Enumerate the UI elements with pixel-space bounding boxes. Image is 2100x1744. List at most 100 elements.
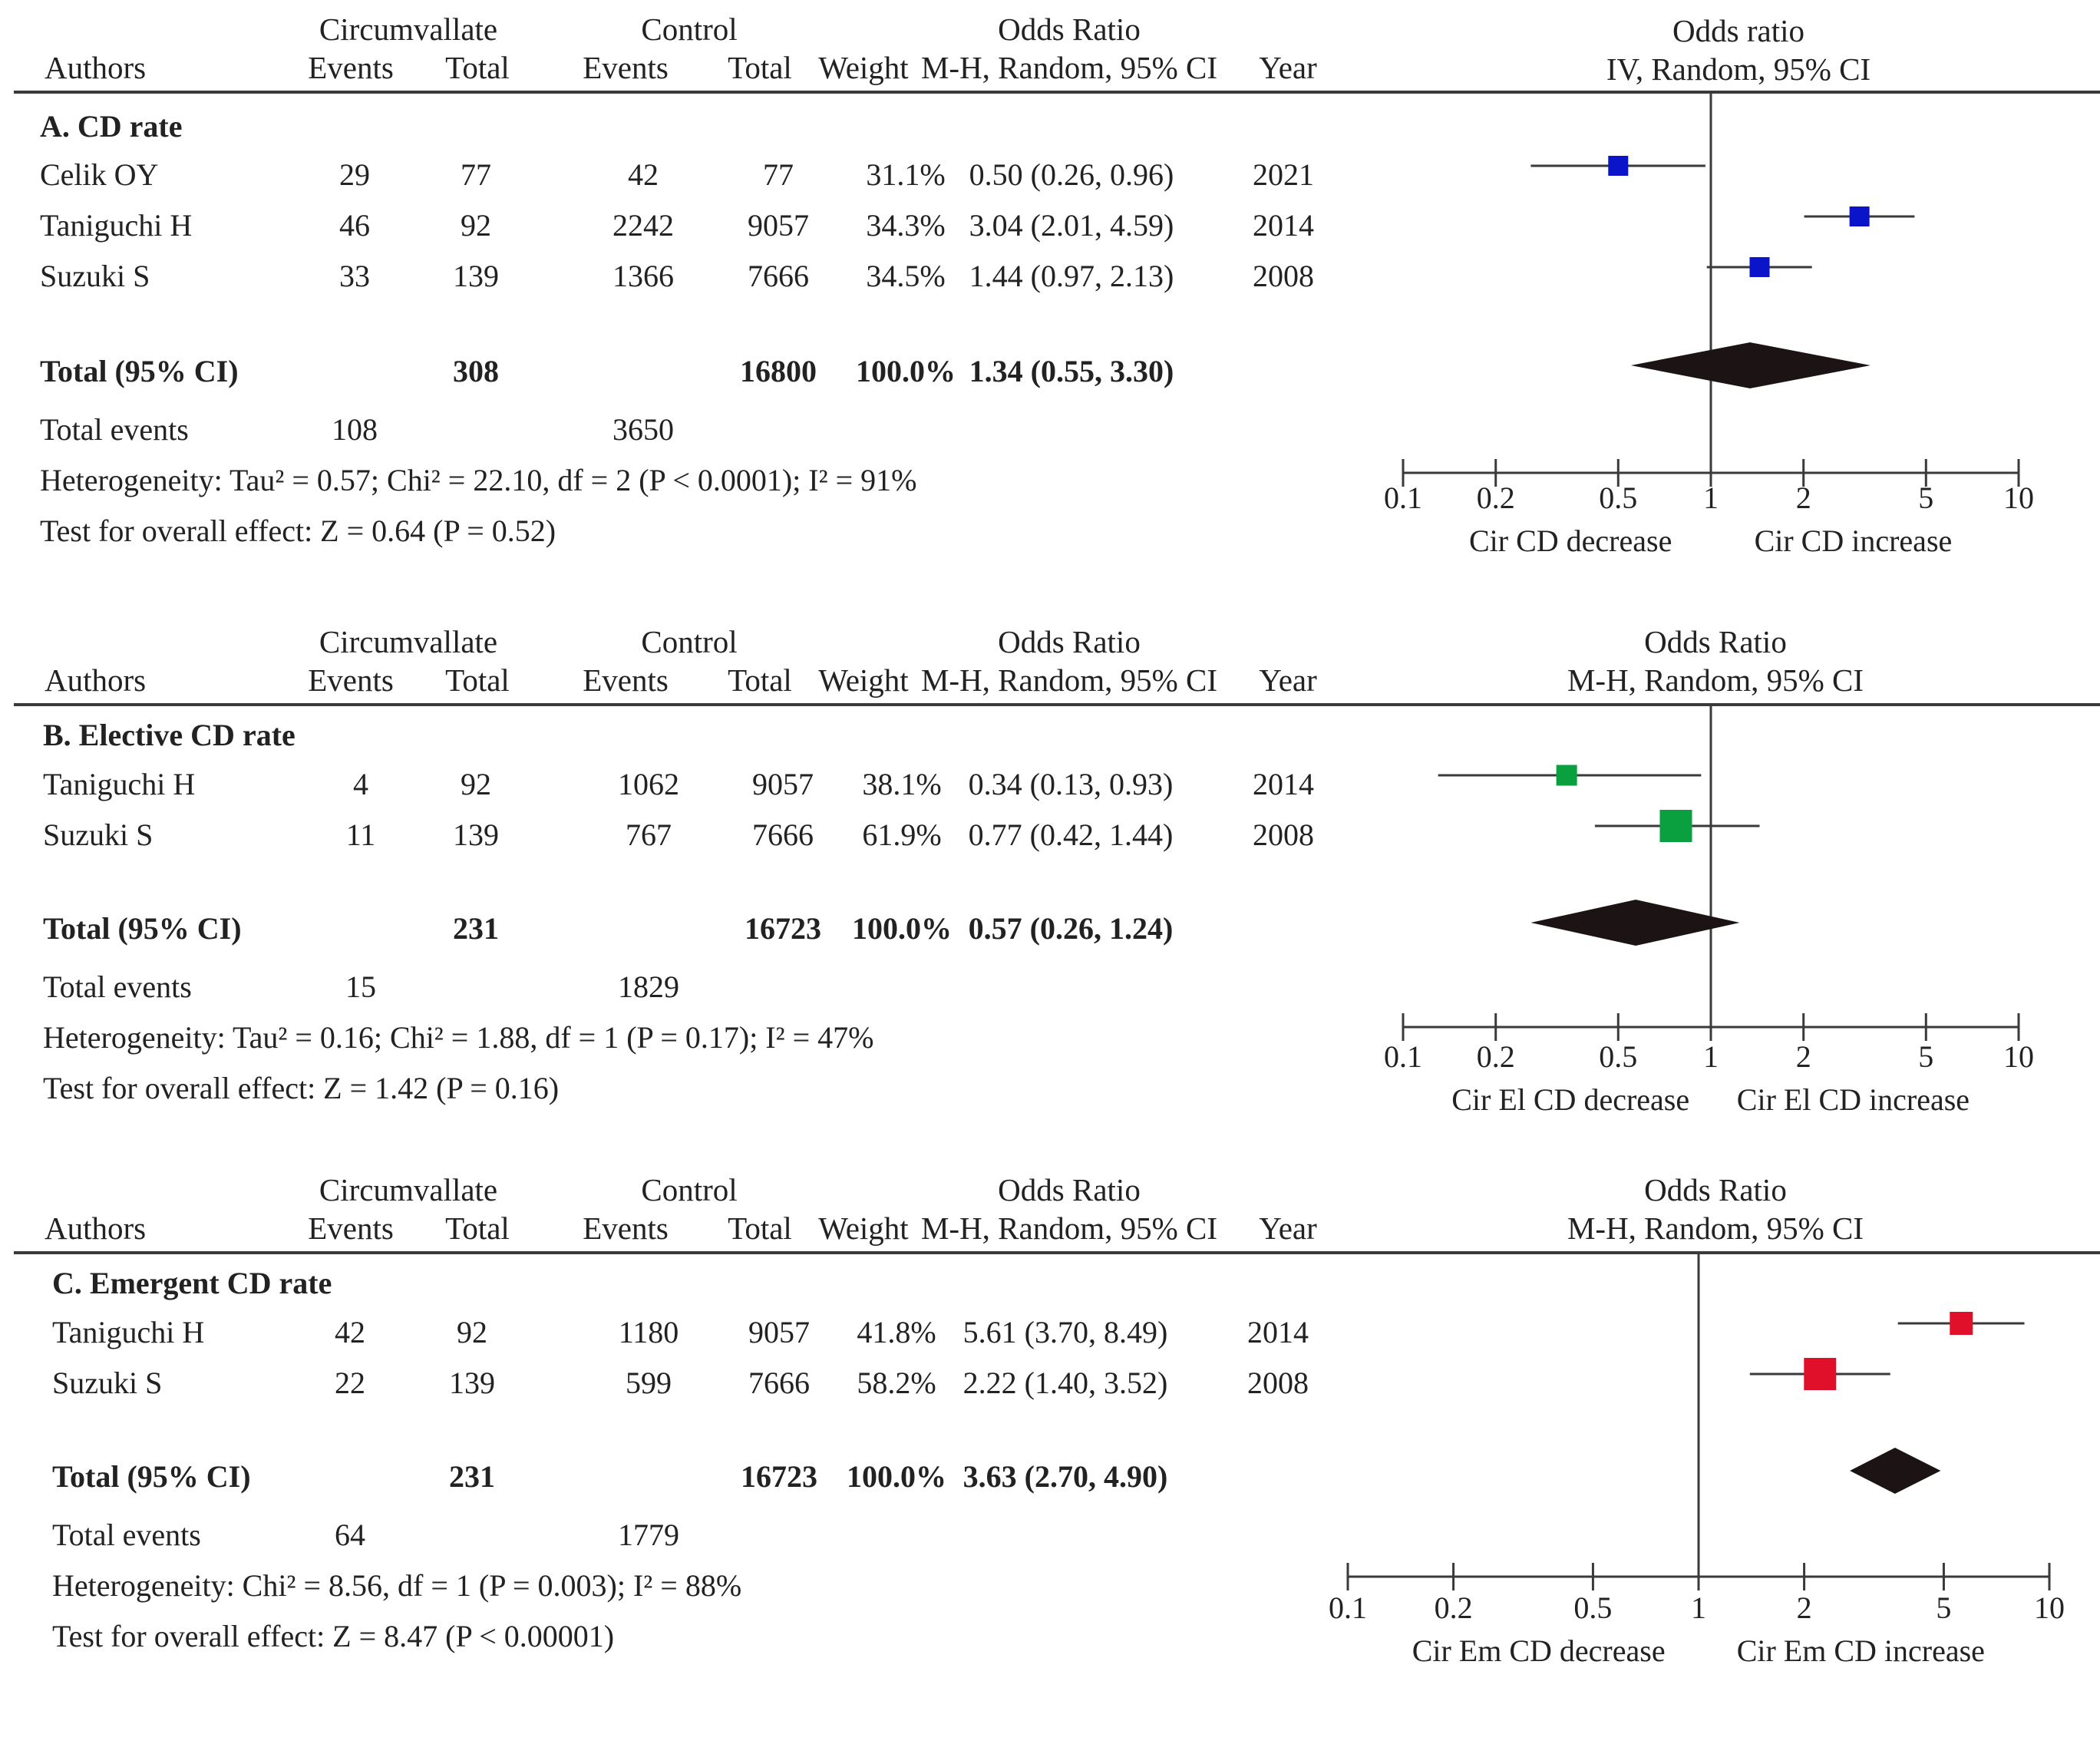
ctl-total-value: 9057	[748, 1315, 810, 1349]
favours-left-label: Cir Em CD decrease	[1412, 1633, 1666, 1668]
cir-events-value: 11	[345, 818, 376, 852]
header-ctl-events: Events	[583, 50, 669, 85]
overall-effect-text: Test for overall effect: Z = 8.47 (P < 0…	[52, 1619, 615, 1653]
ctl-events-value: 1180	[618, 1315, 679, 1349]
study-name: Suzuki S	[43, 818, 154, 852]
total-ctl-value: 16800	[740, 354, 817, 388]
forest-plot-svg: 0.1 0.2 0.5 1 2 5 10 Cir CD decrease Cir CD incr…	[1384, 91, 2034, 558]
study-marker	[1556, 765, 1577, 786]
total-events-ctl: 3650	[612, 412, 674, 447]
study-name: Taniguchi H	[52, 1315, 205, 1349]
odds-ratio-ci: 0.77 (0.42, 1.44)	[968, 818, 1174, 852]
cir-total-value: 77	[461, 157, 491, 192]
total-events-label: Total events	[52, 1518, 201, 1552]
study-year: 2008	[1253, 259, 1314, 293]
weight-value: 31.1%	[866, 157, 946, 192]
plot-title: Odds Ratio	[1644, 624, 1787, 659]
weight-value: 61.9%	[862, 818, 942, 852]
header-control: Control	[641, 12, 738, 47]
weight-value: 38.1%	[862, 767, 942, 801]
total-label: Total (95% CI)	[43, 911, 242, 946]
x-tick-label: 1	[1691, 1590, 1706, 1625]
ctl-events-value: 1062	[618, 767, 679, 801]
header-weight: Weight	[818, 662, 909, 698]
x-tick-label: 5	[1918, 481, 1933, 515]
header-or-method: M-H, Random, 95% CI	[920, 662, 1218, 698]
header-or-method: M-H, Random, 95% CI	[920, 50, 1218, 85]
section-title: B. Elective CD rate	[43, 718, 296, 752]
study-name: Suzuki S	[52, 1366, 163, 1400]
x-tick-label: 2	[1796, 481, 1811, 515]
plot-method: M-H, Random, 95% CI	[1567, 1211, 1864, 1246]
favours-right-label: Cir El CD increase	[1737, 1082, 1970, 1117]
study-name: Celik OY	[40, 157, 159, 192]
forest-plot-svg: 0.1 0.2 0.5 1 2 5 10 Cir El CD decrease Cir El C…	[1384, 703, 2034, 1117]
x-tick-label: 0.1	[1384, 481, 1422, 515]
plot-method: M-H, Random, 95% CI	[1567, 662, 1864, 698]
ctl-events-value: 42	[628, 157, 659, 192]
odds-ratio-ci: 5.61 (3.70, 8.49)	[963, 1315, 1168, 1349]
cir-total-value: 139	[453, 259, 499, 293]
plot-title: Odds Ratio	[1644, 1172, 1787, 1207]
ctl-total-value: 7666	[748, 1366, 810, 1400]
total-cir-value: 308	[453, 354, 499, 388]
pooled-diamond	[1530, 900, 1740, 946]
heterogeneity-text: Heterogeneity: Tau² = 0.57; Chi² = 22.10…	[40, 463, 917, 497]
total-odds-ratio-ci: 1.34 (0.55, 3.30)	[969, 354, 1174, 388]
header-ctl-total: Total	[728, 1211, 792, 1246]
header-cir-total: Total	[445, 50, 510, 85]
study-marker	[1950, 1312, 1973, 1335]
study-marker	[1659, 810, 1692, 842]
header-control: Control	[641, 1172, 738, 1207]
odds-ratio-ci: 1.44 (0.97, 2.13)	[969, 259, 1174, 293]
total-weight: 100.0%	[856, 354, 956, 388]
study-year: 2021	[1253, 157, 1314, 192]
odds-ratio-ci: 3.04 (2.01, 4.59)	[969, 208, 1174, 243]
total-ctl-value: 16723	[745, 911, 821, 946]
x-tick-label: 0.1	[1384, 1039, 1422, 1074]
study-name: Taniguchi H	[40, 208, 193, 243]
header-odds-ratio: Odds Ratio	[998, 12, 1141, 47]
ctl-total-value: 9057	[752, 767, 814, 801]
header-weight: Weight	[818, 50, 909, 85]
x-tick-label: 0.5	[1599, 481, 1637, 515]
section-title: C. Emergent CD rate	[52, 1266, 332, 1300]
ctl-total-value: 7666	[752, 818, 814, 852]
study-year: 2014	[1247, 1315, 1309, 1349]
cir-total-value: 139	[453, 818, 499, 852]
odds-ratio-ci: 0.34 (0.13, 0.93)	[968, 767, 1174, 801]
header-ctl-events: Events	[583, 662, 669, 698]
total-label: Total (95% CI)	[52, 1459, 251, 1494]
odds-ratio-ci: 0.50 (0.26, 0.96)	[969, 157, 1174, 192]
header-ctl-total: Total	[728, 662, 792, 698]
cir-events-value: 33	[339, 259, 370, 293]
header-year: Year	[1259, 50, 1317, 85]
header-rule	[14, 703, 2100, 706]
weight-value: 34.3%	[866, 208, 946, 243]
header-odds-ratio: Odds Ratio	[998, 624, 1141, 659]
section-title: A. CD rate	[40, 109, 183, 144]
x-tick-label: 2	[1796, 1039, 1811, 1074]
header-ctl-total: Total	[728, 50, 792, 85]
study-year: 2014	[1253, 208, 1314, 243]
header-weight: Weight	[818, 1211, 909, 1246]
x-tick-label: 10	[2003, 1039, 2034, 1074]
total-events-cir: 64	[335, 1518, 365, 1552]
cir-events-value: 46	[339, 208, 370, 243]
favours-right-label: Cir CD increase	[1755, 524, 1953, 558]
header-rule	[14, 1251, 2100, 1254]
total-events-label: Total events	[43, 969, 192, 1004]
forest-panel-a: Circumvallate Control Odds Ratio Authors Eve…	[0, 0, 2100, 583]
ctl-events-value: 1366	[612, 259, 674, 293]
pooled-diamond	[1630, 342, 1871, 388]
favours-right-label: Cir Em CD increase	[1737, 1633, 1985, 1668]
x-tick-label: 0.2	[1477, 1039, 1515, 1074]
ctl-events-value: 2242	[612, 208, 674, 243]
x-tick-label: 1	[1703, 1039, 1719, 1074]
weight-value: 58.2%	[857, 1366, 936, 1400]
forest-panel-c: Circumvallate Control Odds Ratio Authors Eve…	[0, 1161, 2100, 1744]
study-year: 2008	[1253, 818, 1314, 852]
plot-title: Odds ratio	[1672, 13, 1804, 48]
study-name: Suzuki S	[40, 259, 150, 293]
header-year: Year	[1259, 662, 1317, 698]
